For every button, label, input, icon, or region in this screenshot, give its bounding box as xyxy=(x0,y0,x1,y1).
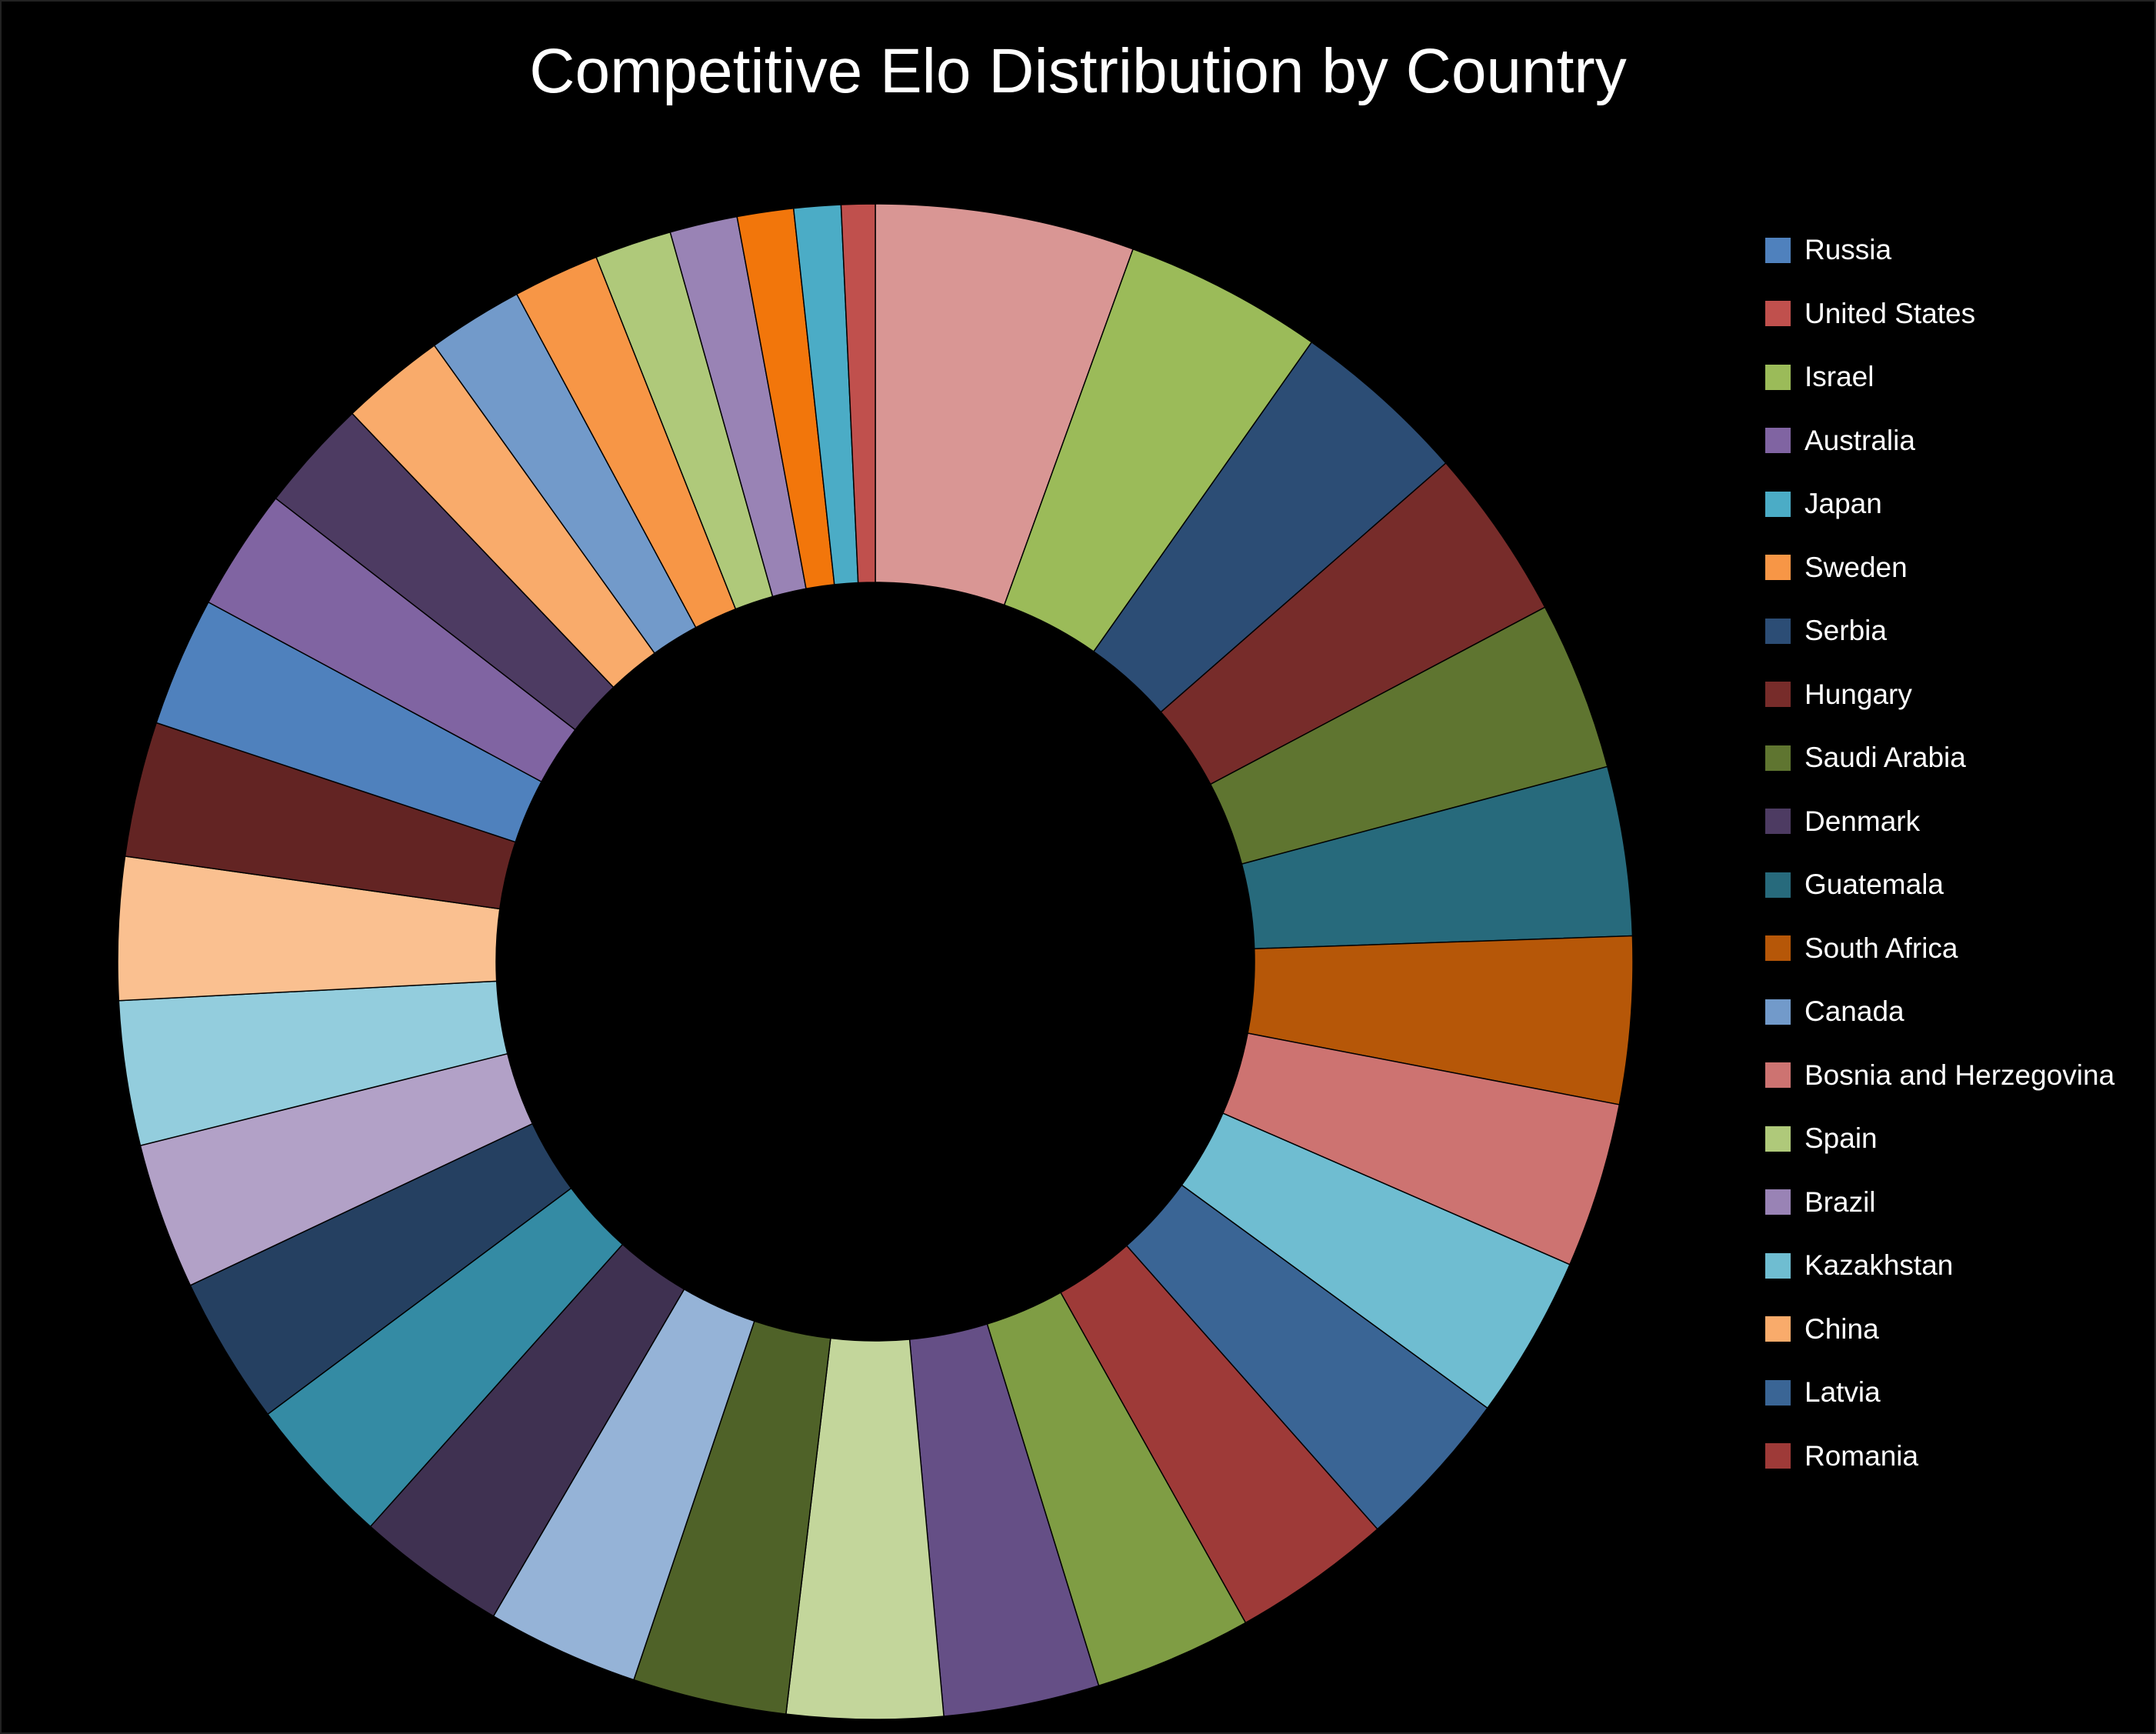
legend-swatch xyxy=(1765,491,1791,517)
legend-item: Serbia xyxy=(1765,608,1887,654)
legend-label: Spain xyxy=(1804,1122,1878,1154)
legend-label: Hungary xyxy=(1804,678,1912,710)
legend-item: Brazil xyxy=(1765,1179,1876,1225)
donut-hole xyxy=(496,582,1255,1341)
legend-label: Israel xyxy=(1804,361,1874,392)
legend-item: United States xyxy=(1765,291,1975,337)
legend-swatch xyxy=(1765,555,1791,580)
legend-swatch xyxy=(1765,809,1791,834)
legend-label: Sweden xyxy=(1804,551,1908,583)
legend-swatch xyxy=(1765,1252,1791,1279)
legend-swatch xyxy=(1765,745,1791,771)
legend-item: Bosnia and Herzegovina xyxy=(1765,1052,2114,1099)
legend-label: Canada xyxy=(1804,995,1904,1027)
legend-label: Serbia xyxy=(1804,615,1887,646)
legend-label: Latvia xyxy=(1804,1376,1881,1408)
legend-item: Spain xyxy=(1765,1115,1878,1162)
chart-title: Competitive Elo Distribution by Country xyxy=(529,36,1627,106)
legend-item: Israel xyxy=(1765,354,1874,400)
legend-label: Kazakhstan xyxy=(1804,1249,1954,1281)
legend-swatch xyxy=(1765,301,1791,326)
legend-swatch xyxy=(1765,935,1791,961)
legend-swatch xyxy=(1765,1316,1791,1342)
legend-swatch xyxy=(1765,1125,1791,1152)
legend-swatch xyxy=(1765,999,1791,1025)
legend-label: China xyxy=(1804,1312,1879,1345)
legend-item: Hungary xyxy=(1765,672,1912,718)
legend-label: Japan xyxy=(1804,488,1882,519)
legend-swatch xyxy=(1765,618,1791,644)
legend-swatch xyxy=(1765,1062,1791,1088)
legend-item: Canada xyxy=(1765,989,1904,1035)
legend-item: Romania xyxy=(1765,1433,1918,1479)
legend-item: Latvia xyxy=(1765,1369,1881,1416)
legend-label: Denmark xyxy=(1804,805,1921,837)
legend-item: Sweden xyxy=(1765,545,1908,591)
legend-label: Russia xyxy=(1804,234,1892,265)
legend-swatch xyxy=(1765,682,1791,707)
legend-item: Australia xyxy=(1765,418,1915,464)
legend-label: United States xyxy=(1804,297,1976,329)
legend-swatch xyxy=(1765,364,1791,390)
legend-label: Australia xyxy=(1804,424,1915,456)
legend-swatch xyxy=(1765,1443,1791,1469)
legend-label: Guatemala xyxy=(1804,869,1944,900)
legend-item: Saudi Arabia xyxy=(1765,735,1966,781)
legend-label: Bosnia and Herzegovina xyxy=(1804,1059,2115,1091)
legend-label: South Africa xyxy=(1804,932,1958,964)
legend-swatch xyxy=(1765,1189,1791,1215)
legend-item: Guatemala xyxy=(1765,862,1944,908)
donut-slices xyxy=(117,203,1634,1720)
legend-label: Brazil xyxy=(1804,1185,1876,1218)
legend-label: Saudi Arabia xyxy=(1804,742,1966,773)
legend-swatch xyxy=(1765,872,1791,898)
legend-item: Kazakhstan xyxy=(1765,1242,1953,1289)
legend-swatch xyxy=(1765,237,1791,263)
legend-label: Romania xyxy=(1804,1439,1919,1472)
legend-swatch xyxy=(1765,1379,1791,1406)
legend-item: Denmark xyxy=(1765,799,1920,845)
legend-item: South Africa xyxy=(1765,925,1958,972)
legend-item: Russia xyxy=(1765,227,1891,273)
legend-swatch xyxy=(1765,428,1791,453)
legend-item: Japan xyxy=(1765,481,1882,527)
legend-item: China xyxy=(1765,1306,1879,1352)
